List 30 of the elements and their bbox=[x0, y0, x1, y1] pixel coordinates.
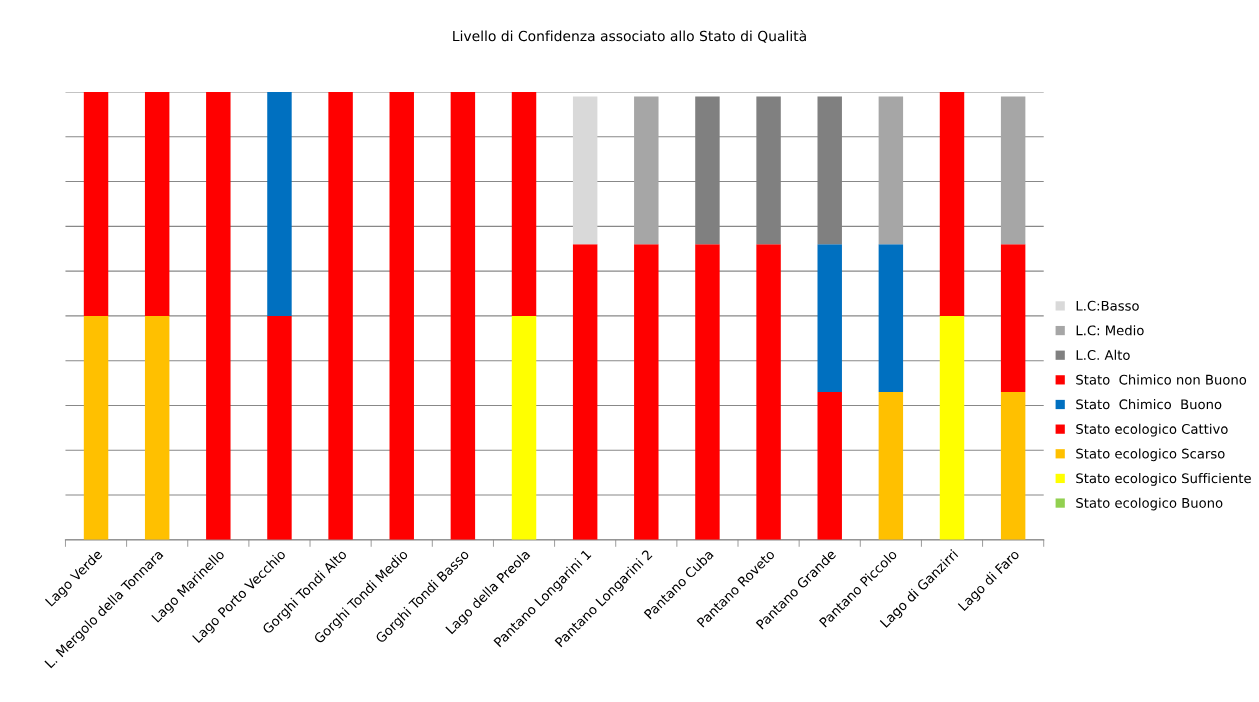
bar bbox=[144, 91, 170, 316]
legend-label: Stato ecologico Scarso bbox=[1076, 448, 1225, 462]
bar bbox=[878, 244, 904, 393]
bar bbox=[1000, 244, 1026, 393]
chart-title: Livello di Confidenza associato allo Stato di Qualità bbox=[453, 29, 806, 43]
bar bbox=[1000, 96, 1026, 245]
bar bbox=[634, 96, 659, 245]
legend-label: Stato Chimico Buono bbox=[1076, 399, 1222, 410]
bar bbox=[511, 315, 537, 540]
bar bbox=[817, 392, 842, 540]
legend-label: Stato ecologico Buono bbox=[1076, 497, 1223, 511]
bar bbox=[267, 315, 292, 540]
legend-label: Stato ecologico Cattivo bbox=[1076, 423, 1228, 437]
legend-label: L.C. Alto bbox=[1076, 349, 1130, 361]
bar bbox=[939, 315, 965, 540]
bar bbox=[1000, 392, 1026, 540]
bar bbox=[267, 91, 292, 316]
bar bbox=[83, 91, 109, 316]
legend-label: L.C:Basso bbox=[1076, 300, 1139, 311]
legend-label: Stato ecologico Sufficiente bbox=[1076, 473, 1251, 486]
bar bbox=[144, 315, 170, 540]
bar bbox=[572, 96, 598, 245]
bar bbox=[511, 91, 537, 316]
bar bbox=[817, 244, 842, 393]
bar bbox=[878, 96, 904, 245]
bar bbox=[939, 91, 965, 316]
bar bbox=[878, 392, 904, 540]
bar bbox=[83, 315, 109, 540]
legend-label: L.C: Medio bbox=[1076, 325, 1144, 336]
legend-label: Stato Chimico non Buono bbox=[1076, 374, 1247, 385]
